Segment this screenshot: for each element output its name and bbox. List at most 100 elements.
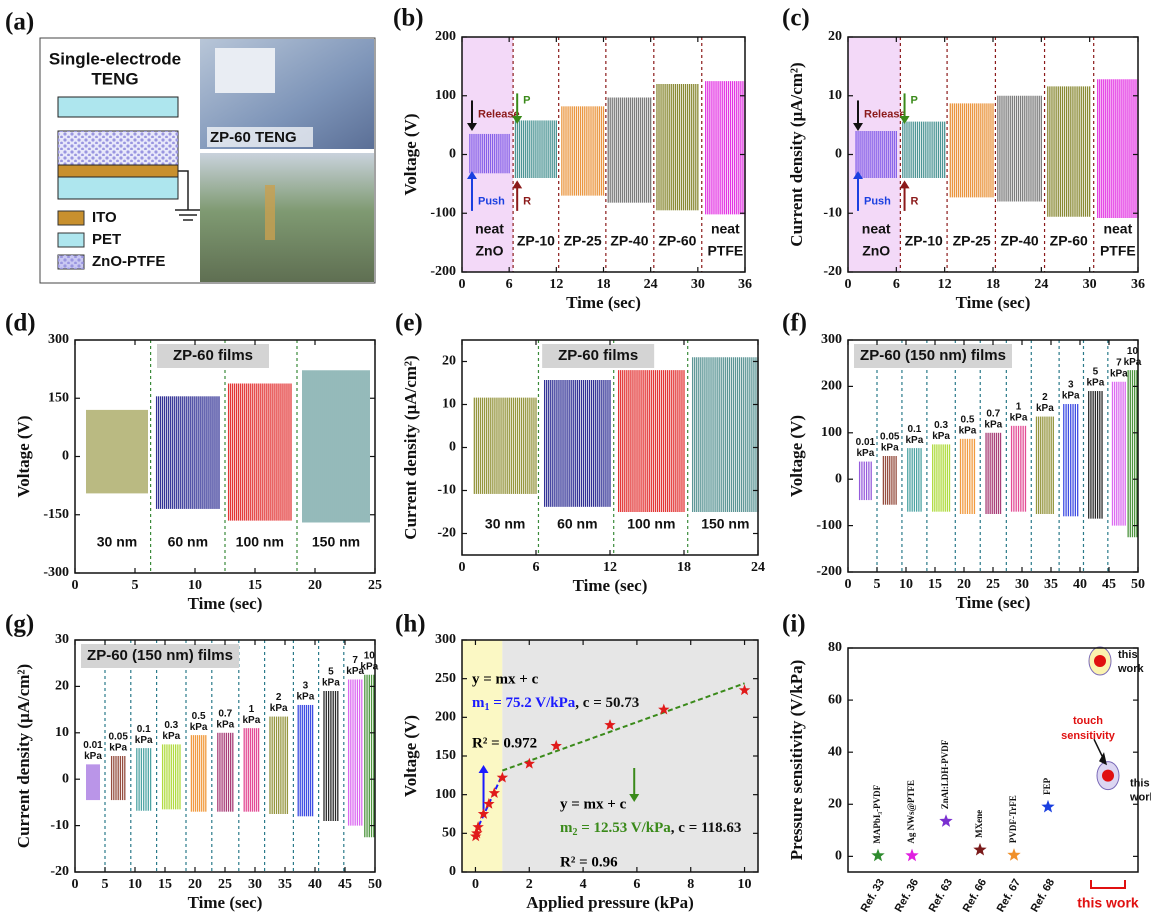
- particles: [58, 131, 178, 165]
- y-tick-label: 20: [55, 679, 69, 694]
- segment-label: 60 nm: [557, 516, 597, 532]
- y-tick-label: 0: [835, 147, 842, 162]
- diagram-title: TENG: [91, 69, 138, 88]
- segment-label: 2: [276, 692, 282, 703]
- y-tick-label: 0: [835, 471, 842, 486]
- segment-label: ZP-25: [953, 233, 991, 249]
- data-point: [871, 849, 884, 862]
- y-axis-label: Current density (μA/cm²): [787, 62, 806, 246]
- x-tick-label: 0: [72, 877, 79, 892]
- y-tick-label: 150: [48, 390, 69, 405]
- segment-label: kPa: [857, 448, 875, 459]
- segment-label: 0.01: [83, 740, 103, 751]
- fit-equation: y = mx + c: [560, 796, 627, 812]
- pet-layer: [58, 97, 178, 117]
- y-tick-label: 100: [435, 787, 456, 802]
- y-tick-label: 200: [435, 29, 456, 44]
- x-tick-label: 12: [549, 277, 563, 292]
- segment-label: kPa: [1124, 357, 1142, 368]
- point-label: this: [1130, 778, 1150, 790]
- legend-swatch: [58, 233, 84, 247]
- y-tick-label: 10: [828, 88, 842, 103]
- segment-label: 2: [1042, 392, 1048, 403]
- segment-label: 7: [352, 655, 358, 666]
- segment-label: kPa: [1086, 378, 1104, 389]
- x-tick-label: 10: [188, 578, 202, 593]
- x-tick-label: 30: [248, 877, 262, 892]
- segment-label: neat: [475, 221, 504, 237]
- fit-r2: R² = 0.96: [560, 854, 618, 870]
- y-tick-label: -20: [437, 526, 456, 541]
- y-tick-label: -10: [437, 483, 456, 498]
- segment-label: kPa: [932, 431, 950, 442]
- segment-label: ZP-60: [1050, 233, 1088, 249]
- segment-label: 100 nm: [627, 516, 675, 532]
- arrow-head: [900, 180, 910, 188]
- y-tick-label: -200: [816, 564, 842, 579]
- y-tick-label: 10: [55, 725, 69, 740]
- x-tick-label: Ref. 63: [927, 877, 955, 914]
- x-tick-label: 24: [644, 277, 658, 292]
- y-tick-label: -20: [50, 864, 69, 879]
- fit-part: m: [560, 820, 573, 836]
- x-tick-label: 30: [691, 277, 705, 292]
- photo-device: [265, 185, 275, 240]
- x-tick-label: 0: [459, 560, 466, 575]
- x-tick-label: 25: [986, 577, 1000, 592]
- x-tick-label: 20: [957, 577, 971, 592]
- segment-label: kPa: [322, 678, 340, 689]
- x-tick-label: Ref. 67: [995, 877, 1023, 914]
- segment-label: 5: [1093, 367, 1099, 378]
- box-title: ZP-60 (150 nm) films: [87, 647, 233, 664]
- x-axis-label: Time (sec): [566, 293, 641, 312]
- figure: (a)Single-electrodeTENGITOPETZnO-PTFEZP-…: [0, 0, 1151, 916]
- fit-part: = 75.2 V/kPa: [490, 695, 576, 711]
- data-point: [1041, 800, 1054, 813]
- y-tick-label: 200: [821, 379, 842, 394]
- x-tick-label: 36: [738, 277, 752, 292]
- annotation: R: [911, 195, 919, 207]
- segment-label: ZP-60: [658, 233, 696, 249]
- point-label: ZnAl:LDH-PVDF: [940, 739, 950, 809]
- x-tick-label: 18: [677, 560, 691, 575]
- y-axis-label: Voltage (V): [14, 416, 33, 498]
- segment-label: 10: [1127, 346, 1139, 357]
- point-label: work: [1129, 792, 1151, 804]
- fit-part: , c = 118.63: [671, 820, 742, 836]
- annotation: Push: [478, 195, 505, 207]
- segment-label: kPa: [1062, 391, 1080, 402]
- segment-label: 0.1: [907, 424, 921, 435]
- annotation: touch: [1073, 715, 1103, 727]
- x-tick-label: 8: [687, 877, 694, 892]
- x-tick-label: 6: [506, 277, 513, 292]
- segment-label: kPa: [162, 731, 180, 742]
- x-axis-label: Time (sec): [188, 594, 263, 613]
- point-label: FEP: [1042, 777, 1052, 795]
- segment-label: 0.01: [856, 437, 876, 448]
- panel-letter: (c): [782, 5, 810, 32]
- x-tick-label: 15: [158, 877, 172, 892]
- box-title: ZP-60 (150 nm) films: [860, 347, 1006, 364]
- panel-letter: (i): [782, 611, 806, 638]
- y-tick-label: 0: [449, 440, 456, 455]
- x-tick-label: 0: [459, 277, 466, 292]
- segment-label: ZP-25: [564, 233, 602, 249]
- panel-letter: (b): [393, 5, 424, 32]
- segment-label: 0.05: [880, 432, 900, 443]
- segment-label: kPa: [881, 443, 899, 454]
- y-tick-label: 60: [828, 692, 842, 707]
- fit-params: m1 = 75.2 V/kPa, c = 50.73: [472, 695, 639, 713]
- point-label: PVDF-TrFE: [1008, 795, 1018, 843]
- segment-label: kPa: [959, 425, 977, 436]
- x-tick-label: 25: [218, 877, 232, 892]
- box-title: ZP-60 films: [558, 347, 638, 364]
- segment-label: 7: [1116, 357, 1122, 368]
- x-tick-label: 20: [308, 578, 322, 593]
- point-label: MAPbI₃-PVDF: [872, 784, 882, 843]
- point-label: Ag NWs@PTFE: [906, 780, 916, 844]
- fit-part: , c = 50.73: [575, 695, 639, 711]
- segment-label: kPa: [360, 661, 378, 672]
- x-tick-label: 50: [1131, 577, 1145, 592]
- x-tick-label: 6: [633, 877, 640, 892]
- segment-label: kPa: [109, 743, 127, 754]
